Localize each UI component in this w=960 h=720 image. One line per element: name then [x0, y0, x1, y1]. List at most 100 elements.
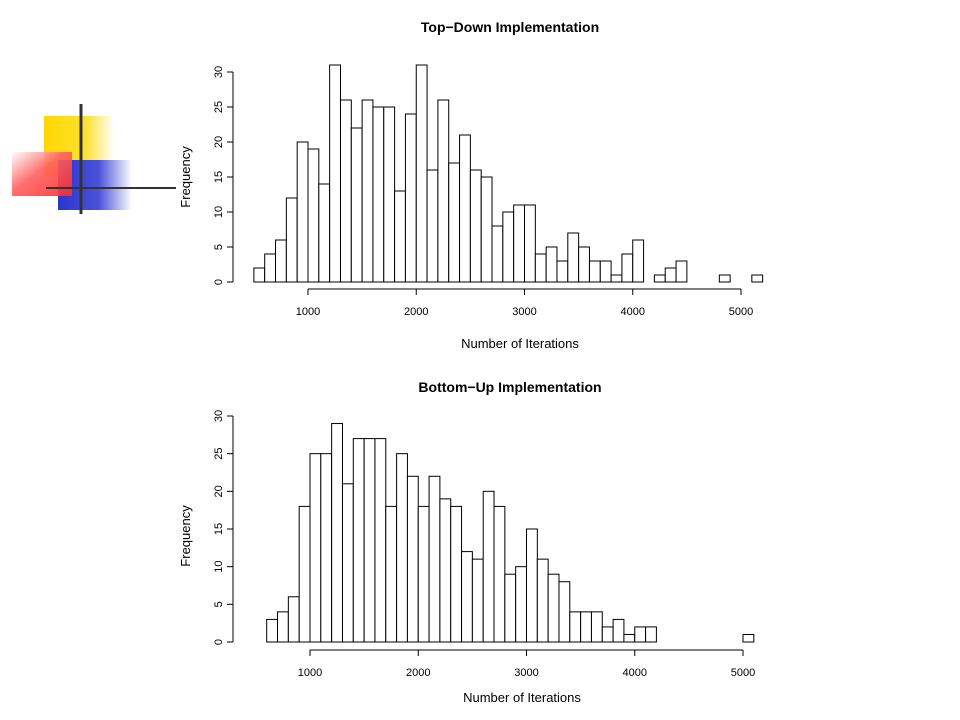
- histogram-bar: [350, 127, 363, 283]
- histogram-bar: [352, 438, 365, 643]
- histogram-bar: [556, 260, 569, 283]
- histogram-bar: [396, 453, 408, 643]
- histogram-top-down-svg: Top−Down Implementation Frequency Number…: [178, 19, 764, 351]
- histogram-bar: [601, 626, 614, 643]
- histogram-bar: [471, 558, 484, 643]
- bars-group: [266, 423, 755, 643]
- x-axis: 1000 2000 3000 4000 5000: [298, 649, 755, 679]
- y-tick-label: 0: [213, 279, 225, 285]
- x-tick-label: 5000: [731, 667, 755, 679]
- histogram-bar: [545, 246, 558, 283]
- histogram-bar: [578, 246, 590, 283]
- x-tick-label: 1000: [298, 667, 322, 679]
- histogram-bar: [751, 274, 764, 283]
- histogram-bar: [547, 573, 560, 643]
- histogram-bar: [621, 253, 634, 283]
- histogram-bar: [623, 633, 636, 643]
- histogram-bar: [513, 204, 525, 283]
- histogram-bar: [493, 505, 506, 643]
- x-axis-label: Number of Iterations: [463, 690, 581, 705]
- histogram-bar: [718, 274, 731, 283]
- y-tick-label: 10: [213, 561, 225, 573]
- histogram-bar: [372, 106, 385, 283]
- histogram-bar: [426, 169, 439, 283]
- histogram-bar: [318, 183, 331, 283]
- histogram-bar: [417, 505, 430, 643]
- histogram-bar: [610, 274, 623, 283]
- histogram-bar: [524, 204, 536, 283]
- histogram-bar: [361, 99, 374, 283]
- histogram-bar: [482, 490, 495, 643]
- y-axis: 0 5 10 15 20 25 30: [213, 66, 234, 285]
- histogram-bar: [404, 113, 417, 283]
- x-tick-label: 5000: [729, 306, 753, 318]
- chart-title: Bottom−Up Implementation: [418, 379, 601, 395]
- histogram-bar: [275, 239, 287, 283]
- histogram-bar: [504, 573, 517, 643]
- histogram-bar: [374, 438, 387, 643]
- y-axis-label: Frequency: [178, 146, 193, 208]
- histogram-bar: [461, 551, 473, 643]
- y-tick-label: 25: [213, 448, 225, 460]
- y-axis-label: Frequency: [178, 505, 193, 567]
- histogram-bottom-up-svg: Bottom−Up Implementation Frequency Numbe…: [178, 379, 755, 705]
- y-axis: 0 5 10 15 20 25 30: [213, 410, 234, 645]
- y-tick-label: 0: [213, 639, 225, 645]
- histogram-bar: [480, 176, 493, 283]
- histogram-bar: [742, 633, 755, 643]
- histogram-top-down: Top−Down Implementation Frequency Number…: [178, 19, 764, 351]
- x-axis: 1000 2000 3000 4000 5000: [296, 288, 753, 318]
- x-axis-label: Number of Iterations: [461, 336, 579, 351]
- histogram-bar: [264, 253, 277, 283]
- y-tick-label: 20: [213, 136, 225, 148]
- y-tick-label: 25: [213, 101, 225, 113]
- histogram-bar: [469, 169, 482, 283]
- histogram-bar: [385, 505, 398, 643]
- x-tick-label: 2000: [406, 667, 430, 679]
- histogram-bar: [437, 99, 450, 283]
- y-tick-label: 5: [213, 601, 225, 607]
- histogram-bar: [287, 596, 300, 643]
- y-tick-label: 30: [213, 410, 225, 422]
- histogram-bar: [439, 498, 452, 643]
- histogram-bar: [536, 558, 549, 643]
- histogram-bar: [675, 260, 688, 283]
- y-tick-label: 20: [213, 485, 225, 497]
- histogram-bar: [339, 99, 352, 283]
- histogram-bar: [277, 611, 289, 643]
- histogram-bar: [450, 505, 463, 643]
- histogram-bar: [653, 274, 666, 283]
- y-tick-label: 15: [213, 523, 225, 535]
- histogram-bar: [298, 505, 311, 643]
- histogram-bar: [394, 190, 406, 283]
- histogram-bar: [266, 618, 279, 643]
- x-tick-label: 4000: [623, 667, 647, 679]
- histogram-bar: [296, 141, 309, 283]
- histogram-bar: [588, 260, 601, 283]
- histogram-bar: [415, 64, 428, 283]
- histogram-bar: [331, 423, 343, 643]
- histogram-bar: [632, 239, 645, 283]
- histogram-bar: [569, 611, 582, 643]
- histogram-bar: [491, 225, 504, 283]
- histogram-bar: [558, 581, 571, 643]
- histogram-bar: [634, 626, 647, 643]
- y-tick-label: 15: [213, 171, 225, 183]
- y-tick-label: 5: [213, 244, 225, 250]
- histogram-bar: [383, 106, 396, 283]
- chart-title: Top−Down Implementation: [421, 19, 599, 35]
- histogram-bar: [526, 528, 538, 643]
- x-tick-label: 3000: [512, 306, 536, 318]
- x-tick-label: 2000: [404, 306, 428, 318]
- histogram-bar: [502, 211, 515, 283]
- histogram-bar: [253, 267, 266, 283]
- slide-corner-decoration: [0, 0, 180, 230]
- histogram-bar: [307, 148, 320, 283]
- histogram-bar: [341, 483, 354, 643]
- y-tick-label: 10: [213, 206, 225, 218]
- x-tick-label: 4000: [621, 306, 645, 318]
- histogram-bar: [599, 260, 612, 283]
- histogram-bar: [612, 618, 625, 643]
- x-tick-label: 1000: [296, 306, 320, 318]
- x-tick-label: 3000: [514, 667, 538, 679]
